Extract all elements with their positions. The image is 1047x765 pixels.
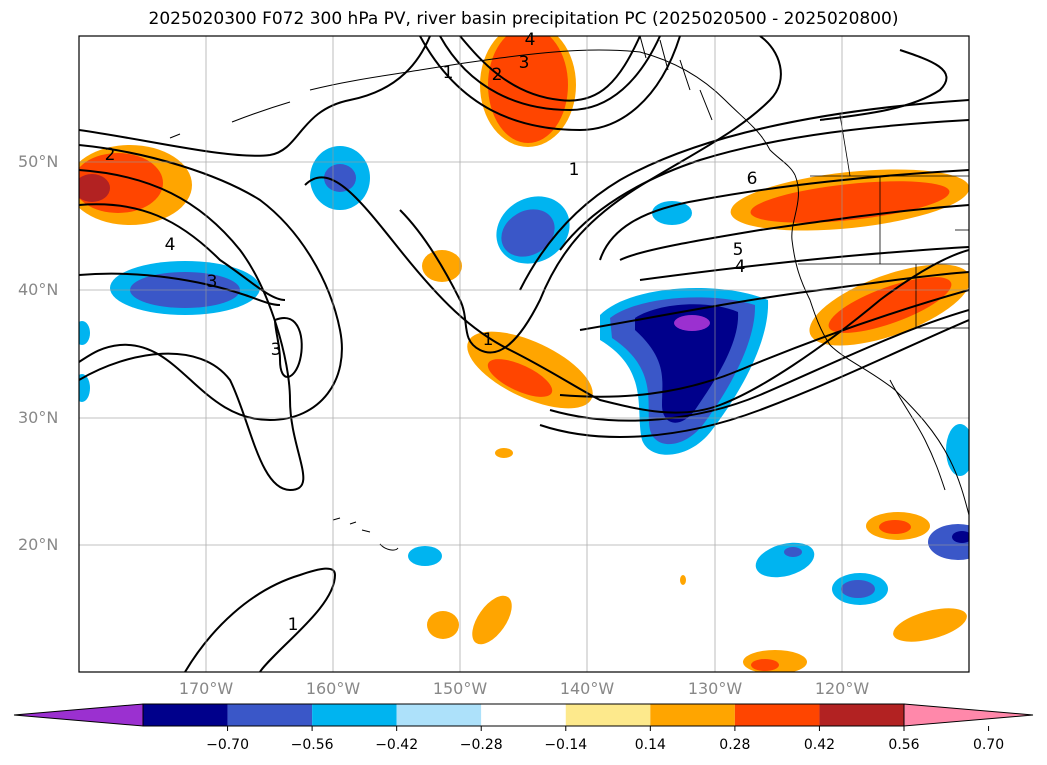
contour-label: 2 [492, 65, 503, 85]
map-frame [78, 35, 970, 673]
gridlines [79, 36, 969, 672]
lat-tick-label: 30°N [18, 408, 59, 427]
colorbar-segment [312, 704, 397, 726]
lat-tick-label: 50°N [18, 152, 59, 171]
colorbar-segment [650, 704, 735, 726]
colorbar-outline [142, 703, 905, 727]
colorbar-segment [565, 704, 651, 726]
colorbar-tick-label: −0.42 [375, 737, 419, 753]
colorbar-extend-min [13, 703, 144, 727]
contour-label: 6 [747, 169, 758, 189]
lon-tick-label: 140°W [559, 679, 615, 698]
colorbar-tick-label: 0.28 [719, 737, 751, 753]
contour-label: 1 [569, 160, 580, 180]
contour-label: 4 [165, 235, 176, 255]
contour-label: 5 [733, 240, 744, 260]
colorbar-tick-label: −0.28 [459, 737, 503, 753]
contour-labels: 1 1 1 1 2 2 3 3 3 4 4 4 5 6 [105, 30, 758, 635]
lon-tick-label: 130°W [687, 679, 743, 698]
lat-tick-label: 40°N [18, 280, 59, 299]
contour-label: 4 [735, 257, 746, 277]
colorbar-segment [396, 704, 482, 726]
chart-title: 2025020300 F072 300 hPa PV, river basin … [148, 9, 899, 29]
lat-tick-label: 20°N [18, 535, 59, 554]
colorbar-tick-label: −0.14 [544, 737, 588, 753]
colorbar-tick-label: −0.56 [290, 737, 334, 753]
contour-label: 1 [288, 615, 299, 635]
lon-tick-label: 120°W [814, 679, 870, 698]
pv-contours [79, 36, 969, 672]
contour-label: 3 [519, 53, 530, 73]
colorbar-tick-label: 0.14 [634, 737, 666, 753]
colorbar-segment [481, 704, 566, 726]
colorbar-extend-max [903, 703, 1034, 727]
contour-label: 1 [483, 330, 494, 350]
contour-label: 3 [207, 272, 218, 292]
contour-label: 1 [443, 63, 454, 83]
contour-label: 3 [271, 340, 282, 360]
colorbar-segment [734, 704, 820, 726]
negative-anomaly-regions [79, 146, 969, 605]
lon-tick-label: 160°W [305, 679, 361, 698]
colorbar-segment [819, 704, 904, 726]
lon-tick-label: 150°W [432, 679, 488, 698]
colorbar-segment [143, 704, 228, 726]
colorbar-tick-label: −0.70 [206, 737, 249, 753]
colorbar-segment [227, 704, 313, 726]
colorbar-tick-label: 0.70 [972, 737, 1005, 753]
contour-label: 4 [525, 30, 536, 50]
colorbar [13, 703, 1034, 731]
coastlines [169, 36, 969, 551]
positive-anomaly-regions [79, 36, 969, 672]
colorbar-tick-label: 0.42 [803, 737, 836, 753]
lon-tick-label: 170°W [178, 679, 234, 698]
colorbar-tick-label: 0.56 [888, 737, 920, 753]
contour-label: 2 [105, 145, 116, 165]
